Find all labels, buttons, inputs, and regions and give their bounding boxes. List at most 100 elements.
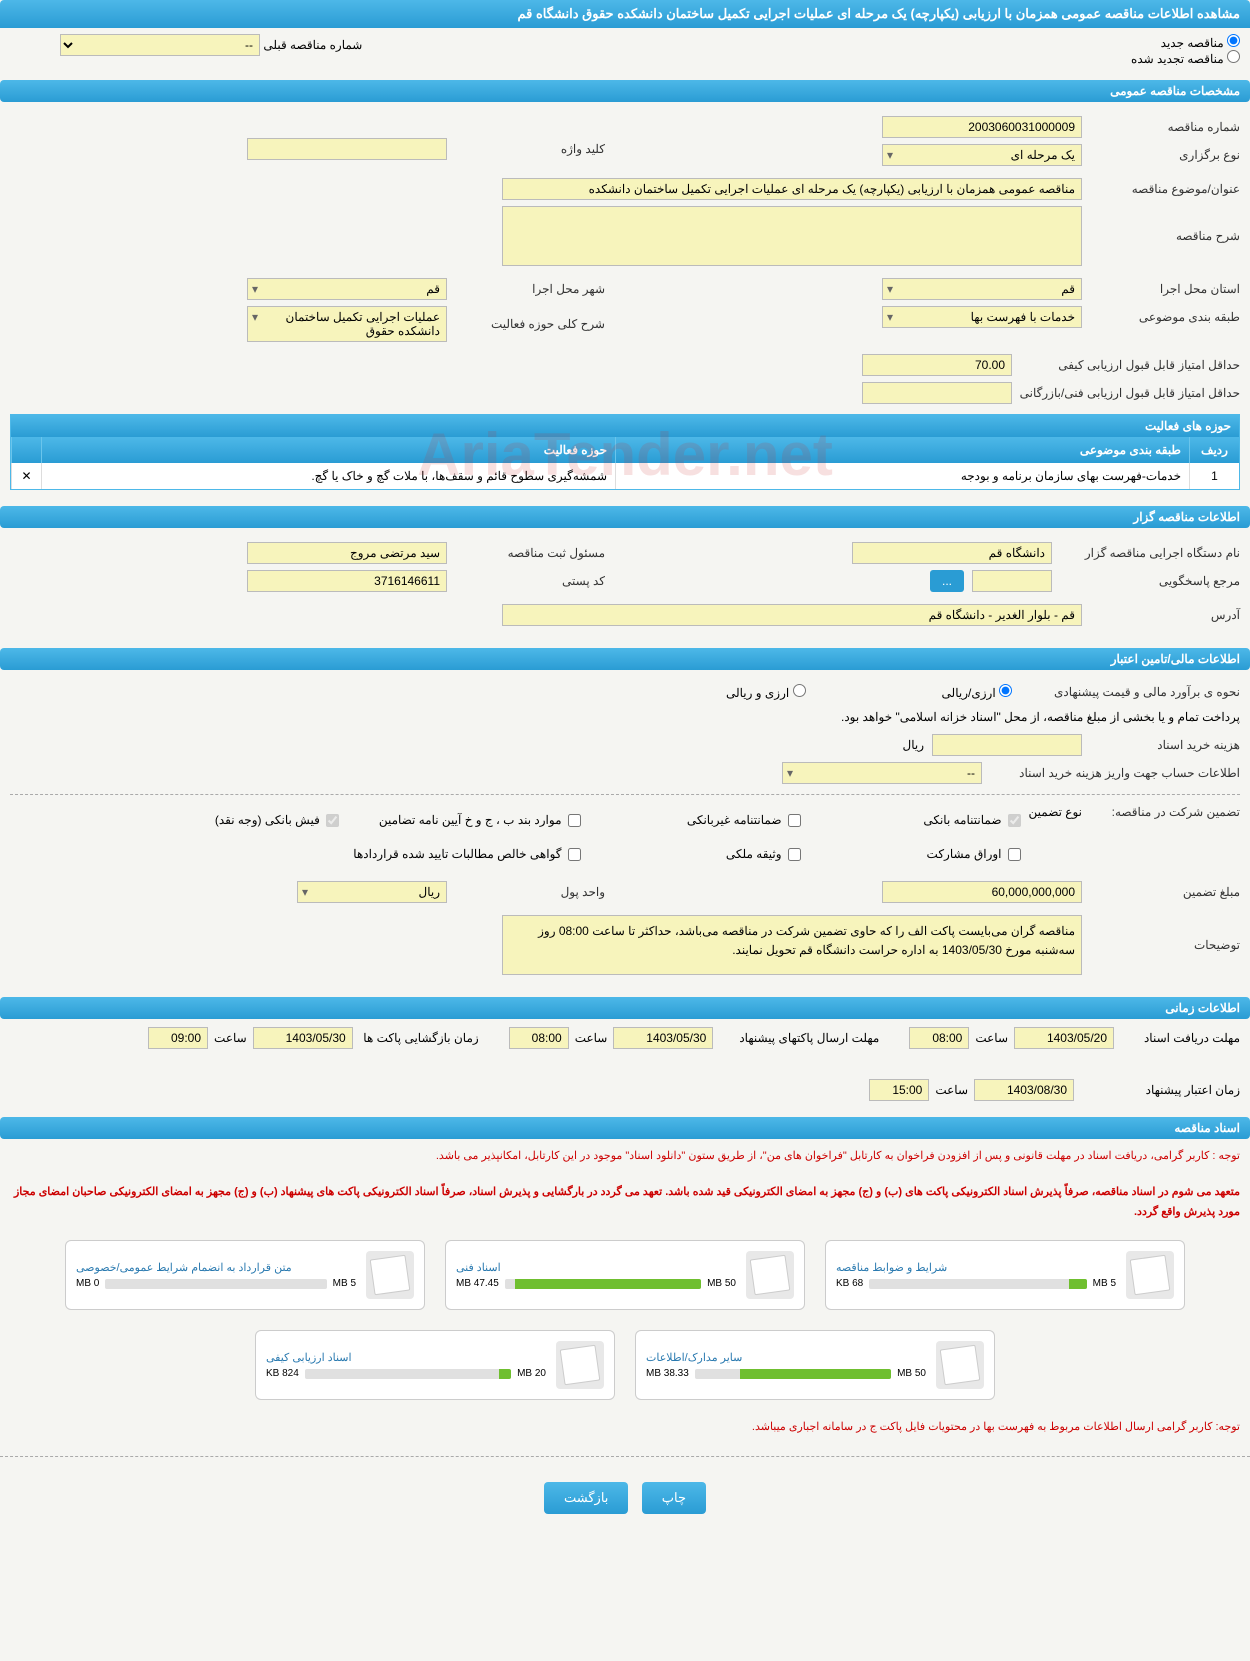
section-tenderer: اطلاعات مناقصه گزار	[0, 506, 1250, 528]
account-label: اطلاعات حساب جهت واریز هزینه خرید اسناد	[990, 766, 1240, 780]
responsible-label: مسئول ثبت مناقصه	[455, 546, 605, 560]
doc-card[interactable]: سایر مدارک/اطلاعات 50 MB 38.33 MB	[635, 1330, 995, 1400]
doc-cap: 20 MB	[517, 1368, 546, 1379]
method-label: نحوه ی برآورد مالی و قیمت پیشنهادی	[1020, 685, 1240, 699]
cell-row: 1	[1189, 463, 1239, 489]
doc-card[interactable]: متن قرارداد به انضمام شرایط عمومی/خصوصی …	[65, 1240, 425, 1310]
folder-icon	[746, 1251, 794, 1299]
type-label: نوع برگزاری	[1090, 148, 1240, 162]
chk-bank[interactable]: ضمانتنامه بانکی	[841, 813, 1021, 827]
amount-label: مبلغ تضمین	[1090, 885, 1240, 899]
desc-label: شرح مناقصه	[1090, 229, 1240, 243]
doc-progress	[695, 1369, 891, 1379]
tender-mode-row: شماره مناقصه قبلی -- مناقصه جدید مناقصه …	[0, 28, 1250, 72]
min-tech-label: حداقل امتیاز قابل قبول ارزیابی فنی/بازرگ…	[1020, 386, 1240, 400]
folder-icon	[1126, 1251, 1174, 1299]
doc-card[interactable]: اسناد فنی 50 MB 47.45 MB	[445, 1240, 805, 1310]
radio-new[interactable]: مناقصه جدید	[1161, 36, 1240, 50]
chk-securities[interactable]: اوراق مشارکت	[841, 847, 1021, 861]
receive-time: 08:00	[909, 1027, 969, 1049]
doc-progress	[869, 1279, 1086, 1289]
desc-field[interactable]	[502, 206, 1082, 266]
prev-number-select[interactable]: --	[60, 34, 260, 56]
col-remove	[11, 437, 41, 463]
chk-nonbank[interactable]: ضمانتنامه غیربانکی	[621, 813, 801, 827]
chk-property[interactable]: وثیقه ملکی	[621, 847, 801, 861]
doc-fee-label: هزینه خرید اسناد	[1090, 738, 1240, 752]
cell-act: شمشه‌گیری سطوح قائم و سقف‌ها، با ملات گچ…	[41, 463, 615, 489]
table-row: 1 خدمات-فهرست بهای سازمان برنامه و بودجه…	[11, 463, 1239, 489]
province-select[interactable]: قم	[882, 278, 1082, 300]
org-label: نام دستگاه اجرایی مناقصه گزار	[1060, 546, 1240, 560]
print-button[interactable]: چاپ	[642, 1482, 706, 1514]
col-cat: طبقه بندی موضوعی	[615, 437, 1189, 463]
section-timing: اطلاعات زمانی	[0, 997, 1250, 1019]
subject-field: مناقصه عمومی همزمان با ارزیابی (یکپارچه)…	[502, 178, 1082, 200]
keyword-label: کلید واژه	[455, 142, 605, 156]
section-docs: اسناد مناقصه	[0, 1117, 1250, 1139]
category-label: طبقه بندی موضوعی	[1090, 310, 1240, 324]
min-tech-field	[862, 382, 1012, 404]
page-title: مشاهده اطلاعات مناقصه عمومی همزمان با ار…	[0, 0, 1250, 28]
doc-fee-unit: ریال	[902, 738, 924, 752]
validity-label: زمان اعتبار پیشنهاد	[1080, 1083, 1240, 1097]
min-quality-field: 70.00	[862, 354, 1012, 376]
time-label: ساعت	[214, 1031, 247, 1045]
doc-size: 38.33 MB	[646, 1368, 689, 1379]
doc-title: اسناد فنی	[456, 1261, 736, 1274]
open-label: زمان بازگشایی پاکت ها	[359, 1031, 479, 1045]
back-button[interactable]: بازگشت	[544, 1482, 628, 1514]
doc-size: 824 KB	[266, 1368, 299, 1379]
payment-note: پرداخت تمام و یا بخشی از مبلغ مناقصه، از…	[10, 706, 1240, 728]
currency-select[interactable]: ریال	[297, 881, 447, 903]
chk-bond[interactable]: موارد بند ب ، ج و خ آیین نامه تضامین	[379, 813, 581, 827]
folder-icon	[556, 1341, 604, 1389]
account-select[interactable]: --	[782, 762, 982, 784]
remove-row-icon[interactable]: ✕	[11, 463, 41, 489]
submit-time: 08:00	[509, 1027, 569, 1049]
doc-fee-field[interactable]	[932, 734, 1082, 756]
org-field: دانشگاه قم	[852, 542, 1052, 564]
section-financial: اطلاعات مالی/تامین اعتبار	[0, 648, 1250, 670]
section-general: مشخصات مناقصه عمومی	[0, 80, 1250, 102]
keyword-field[interactable]	[247, 138, 447, 160]
docs-footer-notice: توجه: کاربر گرامی ارسال اطلاعات مربوط به…	[0, 1410, 1250, 1446]
contact-lookup-button[interactable]: ...	[930, 570, 964, 592]
validity-date: 1403/08/30	[974, 1079, 1074, 1101]
prev-number-label: شماره مناقصه قبلی	[263, 38, 362, 52]
receive-label: مهلت دریافت اسناد	[1120, 1031, 1240, 1045]
category-select[interactable]: خدمات با فهرست بها	[882, 306, 1082, 328]
activity-desc-select[interactable]: عملیات اجرایی تکمیل ساختمان دانشکده حقوق	[247, 306, 447, 342]
guarantee-label: تضمین شرکت در مناقصه:	[1090, 805, 1240, 819]
contact-field[interactable]	[972, 570, 1052, 592]
doc-cap: 5 MB	[333, 1278, 356, 1289]
validity-time: 15:00	[869, 1079, 929, 1101]
doc-card[interactable]: اسناد ارزیابی کیفی 20 MB 824 KB	[255, 1330, 615, 1400]
method-radio-1[interactable]: ارزی/ریالی	[942, 684, 1012, 700]
city-select[interactable]: قم	[247, 278, 447, 300]
open-date: 1403/05/30	[253, 1027, 353, 1049]
address-label: آدرس	[1090, 608, 1240, 622]
chk-cert[interactable]: گواهی خالص مطالبات تایید شده قراردادها	[353, 847, 580, 861]
doc-size: 68 KB	[836, 1278, 863, 1289]
doc-progress	[105, 1279, 326, 1289]
amount-field: 60,000,000,000	[882, 881, 1082, 903]
notes-label: توضیحات	[1090, 938, 1240, 952]
cell-cat: خدمات-فهرست بهای سازمان برنامه و بودجه	[615, 463, 1189, 489]
divider	[10, 794, 1240, 795]
doc-cap: 5 MB	[1093, 1278, 1116, 1289]
method-radio-2[interactable]: ارزی و ریالی	[726, 684, 806, 700]
responsible-field: سید مرتضی مروج	[247, 542, 447, 564]
chk-cash[interactable]: فیش بانکی (وجه نقد)	[159, 813, 339, 827]
radio-renewed[interactable]: مناقصه تجدید شده	[1131, 52, 1240, 66]
subject-label: عنوان/موضوع مناقصه	[1090, 182, 1240, 196]
doc-title: سایر مدارک/اطلاعات	[646, 1351, 926, 1364]
time-label: ساعت	[935, 1083, 968, 1097]
activities-title: حوزه های فعالیت	[11, 415, 1239, 437]
doc-size: 47.45 MB	[456, 1278, 499, 1289]
folder-icon	[936, 1341, 984, 1389]
doc-card[interactable]: شرایط و ضوابط مناقصه 5 MB 68 KB	[825, 1240, 1185, 1310]
type-select[interactable]: یک مرحله ای	[882, 144, 1082, 166]
col-row: ردیف	[1189, 437, 1239, 463]
tender-number-label: شماره مناقصه	[1090, 120, 1240, 134]
